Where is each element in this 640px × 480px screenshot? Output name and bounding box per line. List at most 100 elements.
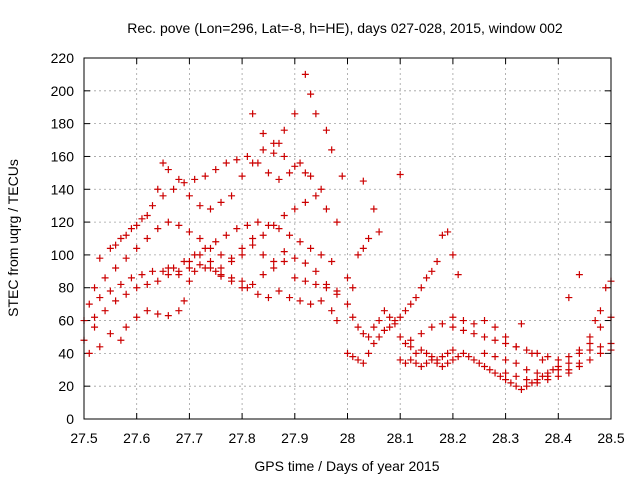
data-point bbox=[254, 290, 262, 298]
data-point bbox=[238, 277, 246, 285]
y-tick-label: 220 bbox=[51, 50, 75, 66]
x-axis-label: GPS time / Days of year 2015 bbox=[254, 458, 439, 474]
data-point bbox=[396, 313, 404, 321]
data-point bbox=[575, 271, 583, 279]
data-point bbox=[465, 353, 473, 361]
data-point bbox=[412, 349, 420, 357]
y-tick-label: 20 bbox=[58, 378, 74, 394]
data-point bbox=[386, 313, 394, 321]
data-point bbox=[354, 251, 362, 259]
data-points bbox=[80, 70, 615, 393]
data-point bbox=[354, 356, 362, 364]
grid bbox=[84, 58, 611, 419]
data-point bbox=[517, 320, 525, 328]
data-point bbox=[533, 379, 541, 387]
data-point bbox=[259, 146, 267, 154]
data-point bbox=[554, 356, 562, 364]
data-point bbox=[106, 287, 114, 295]
data-point bbox=[349, 284, 357, 292]
data-point bbox=[333, 317, 341, 325]
data-point bbox=[270, 264, 278, 272]
data-point bbox=[596, 349, 604, 357]
data-point bbox=[112, 264, 120, 272]
data-point bbox=[554, 372, 562, 380]
data-point bbox=[133, 284, 141, 292]
data-point bbox=[296, 297, 304, 305]
data-point bbox=[180, 179, 188, 187]
data-point bbox=[296, 238, 304, 246]
data-point bbox=[170, 185, 178, 193]
data-point bbox=[175, 307, 183, 315]
data-point bbox=[359, 177, 367, 185]
data-point bbox=[280, 126, 288, 134]
data-point bbox=[275, 287, 283, 295]
data-point bbox=[238, 284, 246, 292]
data-point bbox=[438, 362, 446, 370]
data-point bbox=[491, 369, 499, 377]
data-point bbox=[449, 346, 457, 354]
y-tick-label: 200 bbox=[51, 83, 75, 99]
data-point bbox=[143, 280, 151, 288]
data-point bbox=[312, 280, 320, 288]
data-point bbox=[554, 366, 562, 374]
data-point bbox=[228, 192, 236, 200]
data-point bbox=[449, 323, 457, 331]
data-point bbox=[317, 251, 325, 259]
data-point bbox=[185, 228, 193, 236]
data-point bbox=[423, 274, 431, 282]
data-point bbox=[449, 313, 457, 321]
data-point bbox=[143, 235, 151, 242]
data-point bbox=[238, 251, 246, 259]
data-point bbox=[459, 326, 467, 334]
data-point bbox=[602, 284, 610, 292]
data-point bbox=[565, 353, 573, 361]
data-point bbox=[191, 267, 199, 275]
data-point bbox=[212, 238, 220, 246]
data-point bbox=[412, 359, 420, 367]
data-point bbox=[196, 202, 204, 210]
data-point bbox=[91, 323, 99, 331]
data-point bbox=[91, 284, 99, 292]
data-point bbox=[407, 356, 415, 364]
data-point bbox=[249, 235, 257, 242]
data-point bbox=[164, 264, 172, 272]
data-point bbox=[143, 307, 151, 315]
data-point bbox=[544, 376, 552, 384]
data-point bbox=[507, 379, 515, 387]
data-point bbox=[217, 264, 225, 272]
data-point bbox=[317, 185, 325, 193]
data-point bbox=[344, 349, 351, 357]
data-point bbox=[317, 297, 325, 305]
data-point bbox=[386, 323, 394, 331]
data-point bbox=[428, 323, 436, 331]
data-point bbox=[565, 369, 573, 377]
data-point bbox=[486, 366, 494, 374]
data-point bbox=[112, 297, 120, 305]
data-point bbox=[185, 257, 193, 265]
data-point bbox=[275, 175, 283, 183]
data-point bbox=[164, 166, 172, 174]
data-point bbox=[459, 317, 467, 325]
data-point bbox=[96, 294, 104, 302]
data-point bbox=[328, 307, 336, 315]
data-point bbox=[291, 274, 299, 282]
axis-ticks bbox=[83, 57, 612, 420]
data-point bbox=[164, 271, 172, 279]
data-point bbox=[301, 198, 309, 206]
data-point bbox=[359, 330, 367, 338]
data-point bbox=[359, 244, 367, 252]
data-point bbox=[249, 280, 257, 288]
data-point bbox=[149, 202, 157, 210]
data-point bbox=[433, 257, 441, 265]
data-point bbox=[307, 90, 315, 98]
data-point bbox=[396, 356, 404, 364]
data-point bbox=[354, 323, 362, 331]
data-point bbox=[286, 169, 294, 177]
data-point bbox=[417, 346, 425, 354]
data-point bbox=[133, 244, 141, 252]
data-point bbox=[423, 349, 431, 357]
chart-title: Rec. pove (Lon=296, Lat=-8, h=HE), days … bbox=[127, 20, 563, 36]
data-point bbox=[264, 294, 272, 302]
data-point bbox=[565, 359, 573, 367]
data-point bbox=[112, 241, 120, 249]
